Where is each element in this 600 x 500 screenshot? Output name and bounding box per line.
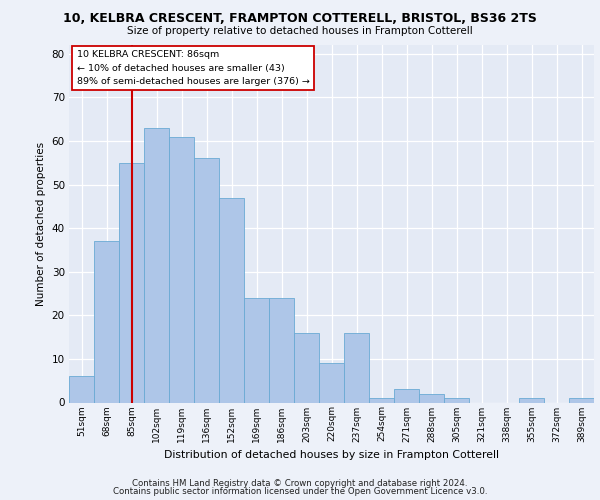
- Bar: [144, 128, 169, 402]
- Bar: [569, 398, 594, 402]
- Bar: [344, 332, 369, 402]
- Bar: [319, 364, 344, 403]
- Bar: [244, 298, 269, 403]
- Bar: [119, 162, 144, 402]
- Y-axis label: Number of detached properties: Number of detached properties: [36, 142, 46, 306]
- Text: Contains public sector information licensed under the Open Government Licence v3: Contains public sector information licen…: [113, 487, 487, 496]
- Text: 10, KELBRA CRESCENT, FRAMPTON COTTERELL, BRISTOL, BS36 2TS: 10, KELBRA CRESCENT, FRAMPTON COTTERELL,…: [63, 12, 537, 26]
- X-axis label: Distribution of detached houses by size in Frampton Cotterell: Distribution of detached houses by size …: [164, 450, 499, 460]
- Bar: [69, 376, 94, 402]
- Bar: [444, 398, 469, 402]
- Text: 10 KELBRA CRESCENT: 86sqm
← 10% of detached houses are smaller (43)
89% of semi-: 10 KELBRA CRESCENT: 86sqm ← 10% of detac…: [77, 50, 310, 86]
- Bar: [94, 241, 119, 402]
- Text: Contains HM Land Registry data © Crown copyright and database right 2024.: Contains HM Land Registry data © Crown c…: [132, 478, 468, 488]
- Bar: [194, 158, 219, 402]
- Bar: [169, 136, 194, 402]
- Bar: [519, 398, 544, 402]
- Bar: [269, 298, 294, 403]
- Bar: [219, 198, 244, 402]
- Bar: [419, 394, 444, 402]
- Bar: [394, 390, 419, 402]
- Text: Size of property relative to detached houses in Frampton Cotterell: Size of property relative to detached ho…: [127, 26, 473, 36]
- Bar: [294, 332, 319, 402]
- Bar: [369, 398, 394, 402]
